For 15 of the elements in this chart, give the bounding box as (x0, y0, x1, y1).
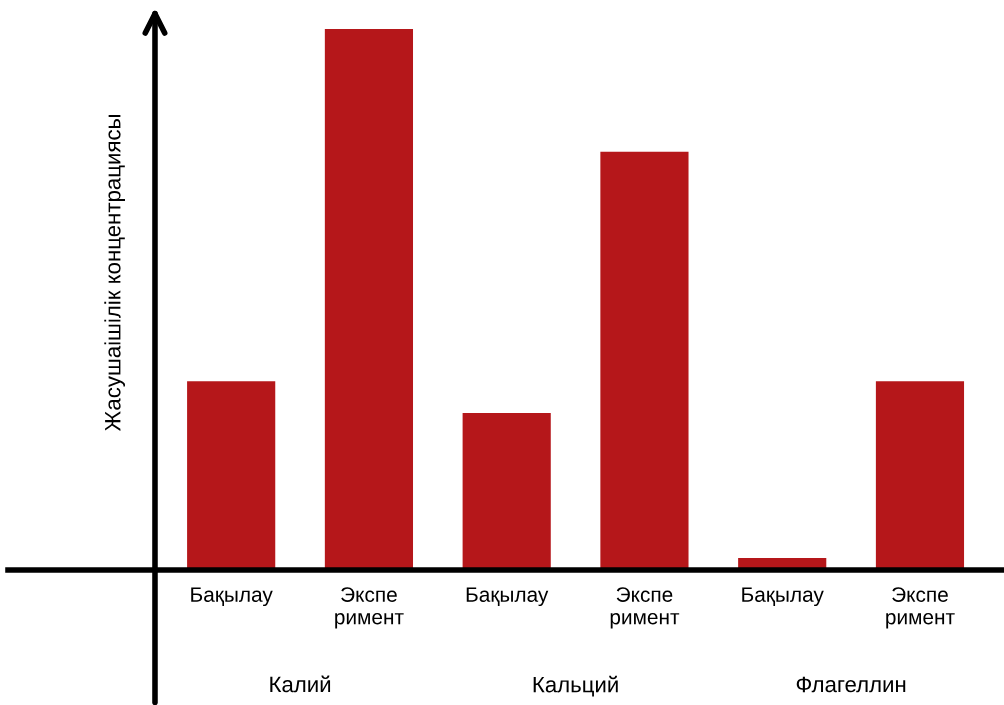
x-tick-label: Экспе римент (335, 587, 404, 629)
x-tick-label: Бақылау (742, 587, 824, 607)
x-tick-label: Бақылау (466, 587, 549, 607)
bar (462, 413, 551, 570)
text: Кальций (533, 675, 618, 697)
bar (875, 381, 965, 570)
bar (324, 29, 414, 570)
bar (600, 151, 689, 570)
x-tick-label: Бақылау (191, 587, 273, 607)
x-tick-label: Экспе римент (610, 587, 680, 629)
bar (187, 381, 276, 570)
x-tick-label: Экспе римент (886, 587, 955, 629)
text: Флагеллин (796, 676, 906, 693)
y-axis-title: Жасушаішілік концентрациясы (104, 115, 125, 432)
text: Калий (270, 675, 331, 693)
